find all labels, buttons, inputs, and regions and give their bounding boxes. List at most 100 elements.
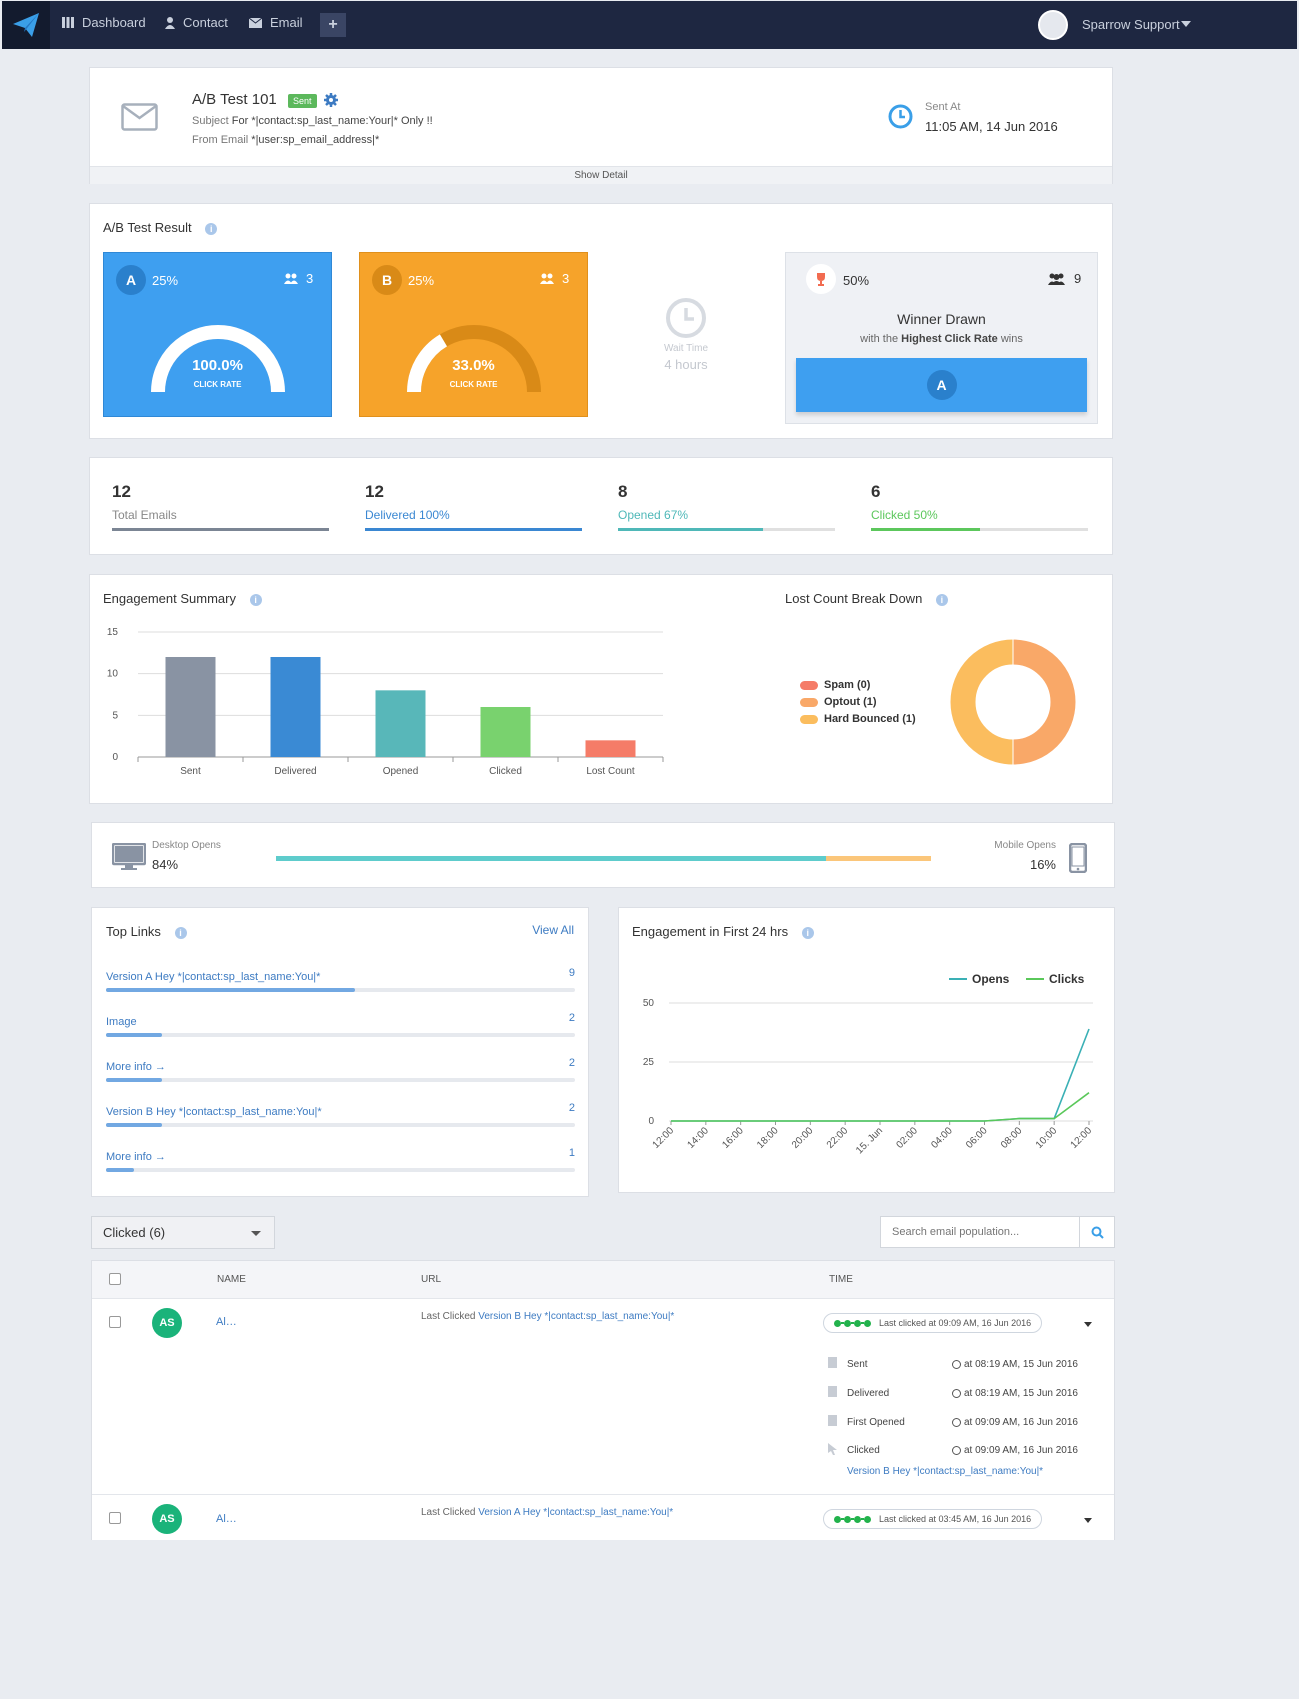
top-link-label[interactable]: Version A Hey *|contact:sp_last_name:You… xyxy=(106,971,321,983)
top-link-bar-track xyxy=(106,1078,575,1082)
url-prefix: Last Clicked xyxy=(421,1311,476,1322)
clicked-link[interactable]: Version B Hey *|contact:sp_last_name:You… xyxy=(847,1466,1044,1477)
user-menu-caret[interactable] xyxy=(1181,21,1191,27)
winner-subtitle-pre: with the xyxy=(860,333,899,345)
top-link-item[interactable]: Version A Hey *|contact:sp_last_name:You… xyxy=(106,967,575,992)
winner-subtitle-bold: Highest Click Rate xyxy=(901,333,998,345)
table-row[interactable]: AS Al… Last Clicked Version A Hey *|cont… xyxy=(92,1496,1114,1541)
avatar: AS xyxy=(152,1504,182,1534)
stat-block: 12 Delivered 100% xyxy=(365,482,582,531)
top-link-item[interactable]: Image 2 xyxy=(106,1012,575,1037)
desktop-value: 84% xyxy=(152,857,179,872)
winner-variant-button[interactable]: A xyxy=(796,358,1087,412)
info-icon[interactable]: i xyxy=(249,593,262,606)
bar xyxy=(165,657,216,757)
select-all-checkbox[interactable] xyxy=(109,1273,121,1285)
stat-bar-fill xyxy=(365,528,582,531)
user-avatar[interactable] xyxy=(1038,10,1068,40)
top-link-bar-fill xyxy=(106,1168,135,1172)
expand-caret[interactable] xyxy=(1084,1518,1092,1523)
table-row[interactable]: AS Al… Last Clicked Version B Hey *|cont… xyxy=(92,1299,1114,1495)
expand-caret[interactable] xyxy=(1084,1322,1092,1327)
nav-dashboard-label: Dashboard xyxy=(82,15,146,30)
x-tick-label: 14:00 xyxy=(685,1125,711,1151)
activity-pill: Last clicked at 03:45 AM, 16 Jun 2016 xyxy=(823,1509,1043,1529)
search-input[interactable] xyxy=(880,1216,1080,1248)
desktop-label: Desktop Opens xyxy=(152,840,221,851)
from-value: *|user:sp_email_address|* xyxy=(251,134,380,146)
user-name[interactable]: Sparrow Support xyxy=(1082,17,1180,32)
info-icon[interactable]: i xyxy=(174,926,187,939)
cursor-icon xyxy=(828,1443,837,1455)
stat-value: 8 xyxy=(618,482,628,501)
lost-title: Lost Count Break Down i xyxy=(785,591,948,606)
info-icon[interactable]: i xyxy=(935,593,948,606)
stat-bar-fill xyxy=(618,528,764,531)
stat-block: 8 Opened 67% xyxy=(618,482,835,531)
event-opened-time-text: at 09:09 AM, 16 Jun 2016 xyxy=(964,1417,1078,1428)
top-link-label[interactable]: Image xyxy=(106,1016,137,1028)
y-tick-label: 15 xyxy=(107,627,119,638)
stat-bar-track xyxy=(871,528,1088,531)
donut-slice xyxy=(1012,639,1076,765)
x-tick-label: 12:00 xyxy=(1069,1125,1095,1151)
variant-a-percent: 25% xyxy=(152,273,179,288)
bar xyxy=(375,690,426,757)
nav-email[interactable]: Email xyxy=(249,15,303,30)
winner-users-count: 9 xyxy=(1074,271,1082,286)
stat-label: Delivered 100% xyxy=(365,508,450,522)
legend-swatch xyxy=(800,680,818,690)
add-button[interactable]: + xyxy=(320,13,346,37)
engagement-title-text: Engagement Summary xyxy=(103,591,236,606)
top-link-count: 2 xyxy=(568,1012,575,1024)
info-icon[interactable]: i xyxy=(801,926,814,939)
url-link[interactable]: Version B Hey *|contact:sp_last_name:You… xyxy=(478,1311,675,1322)
top-link-label[interactable]: More info → xyxy=(106,1061,166,1073)
top-link-label[interactable]: More info → xyxy=(106,1151,166,1163)
x-tick-label: 16:00 xyxy=(720,1125,746,1151)
contacts-table: NAME URL TIME AS Al… Last Clicked Versio… xyxy=(91,1260,1115,1540)
top-navbar: Dashboard Contact Email + Sparrow Suppor… xyxy=(2,1,1297,49)
document-icon xyxy=(828,1415,837,1426)
top-link-item[interactable]: More info → 2 xyxy=(106,1057,575,1082)
event-clicked-label: Clicked xyxy=(847,1445,880,1456)
stat-label: Opened 67% xyxy=(618,508,689,522)
show-detail-button[interactable]: Show Detail xyxy=(90,166,1112,184)
gear-icon[interactable] xyxy=(324,93,338,107)
x-tick-label: 08:00 xyxy=(999,1125,1025,1151)
y-tick-label: 10 xyxy=(107,669,119,680)
winner-subtitle: with the Highest Click Rate wins xyxy=(786,333,1097,345)
url-prefix: Last Clicked xyxy=(421,1507,476,1518)
event-clicked-time: at 09:09 AM, 16 Jun 2016 xyxy=(952,1445,1078,1456)
engagement24-card: Engagement in First 24 hrs i 50 25 0 12:00 1… xyxy=(618,907,1115,1193)
contact-name-link[interactable]: Al… xyxy=(216,1513,237,1525)
top-links-title: Top Links i xyxy=(106,924,187,939)
top-link-item[interactable]: More info → 1 xyxy=(106,1147,575,1172)
grid-icon xyxy=(62,17,74,28)
stat-block: 12 Total Emails xyxy=(112,482,329,531)
info-icon[interactable]: i xyxy=(205,222,218,235)
url-link[interactable]: Version A Hey *|contact:sp_last_name:You… xyxy=(478,1507,674,1518)
legend-item: Optout (1) xyxy=(800,696,916,713)
variant-a-rate: 100.0% xyxy=(192,357,243,374)
top-link-bar-fill xyxy=(106,1078,163,1082)
view-all-link[interactable]: View All xyxy=(532,923,574,937)
row-checkbox[interactable] xyxy=(109,1512,121,1524)
contact-name-link[interactable]: Al… xyxy=(216,1316,237,1328)
top-link-bar-track xyxy=(106,1123,575,1127)
logo[interactable] xyxy=(2,1,50,49)
stats-card: 12 Total Emails 12 Delivered 100% 8 Opened 67… xyxy=(89,457,1113,555)
top-link-label[interactable]: Version B Hey *|contact:sp_last_name:You… xyxy=(106,1106,322,1118)
filter-dropdown[interactable]: Clicked (6) xyxy=(91,1216,275,1249)
header-time: TIME xyxy=(829,1274,853,1285)
variant-b-percent: 25% xyxy=(408,273,435,288)
users-icon xyxy=(540,273,554,284)
legend-label: Spam (0) xyxy=(824,679,871,691)
nav-contact[interactable]: Contact xyxy=(165,15,228,30)
y-tick-label: 25 xyxy=(643,1057,655,1068)
search-button[interactable] xyxy=(1079,1216,1115,1248)
top-link-item[interactable]: Version B Hey *|contact:sp_last_name:You… xyxy=(106,1102,575,1127)
series-line-opens xyxy=(671,1028,1090,1122)
nav-dashboard[interactable]: Dashboard xyxy=(62,15,146,30)
row-checkbox[interactable] xyxy=(109,1316,121,1328)
